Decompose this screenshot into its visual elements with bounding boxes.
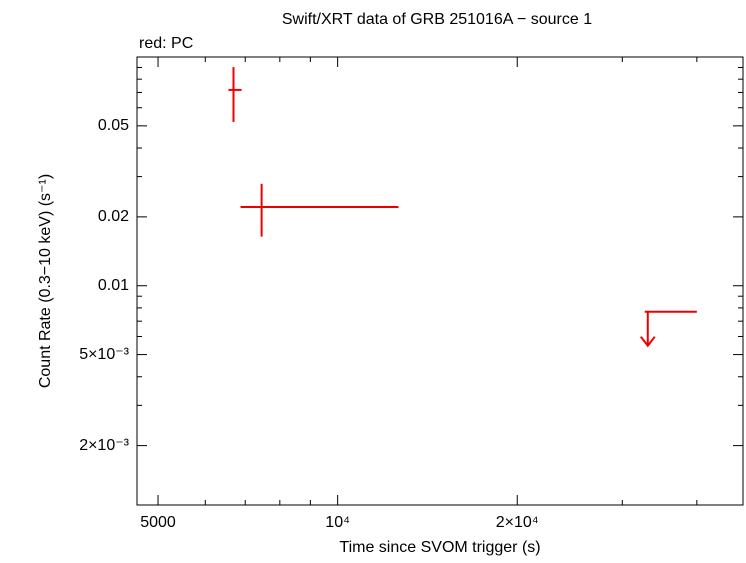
plot-frame xyxy=(136,56,744,506)
x-tick-label: 2×10⁴ xyxy=(496,514,539,531)
chart-title: Swift/XRT data of GRB 251016A − source 1 xyxy=(282,11,592,28)
y-tick-label: 2×10⁻³ xyxy=(79,437,129,454)
x-axis-label: Time since SVOM trigger (s) xyxy=(339,539,540,556)
y-tick-label: 0.05 xyxy=(98,117,129,134)
y-tick-label: 0.02 xyxy=(98,208,129,225)
x-tick-label: 10⁴ xyxy=(325,514,350,531)
subtitle: red: PC xyxy=(139,35,193,52)
y-tick-label: 5×10⁻³ xyxy=(79,346,129,363)
y-tick-label: 0.01 xyxy=(98,277,129,294)
x-tick-label: 5000 xyxy=(140,514,176,531)
y-axis-label: Count Rate (0.3−10 keV) (s⁻¹) xyxy=(37,174,54,388)
upper-limit-arrow xyxy=(639,311,656,348)
